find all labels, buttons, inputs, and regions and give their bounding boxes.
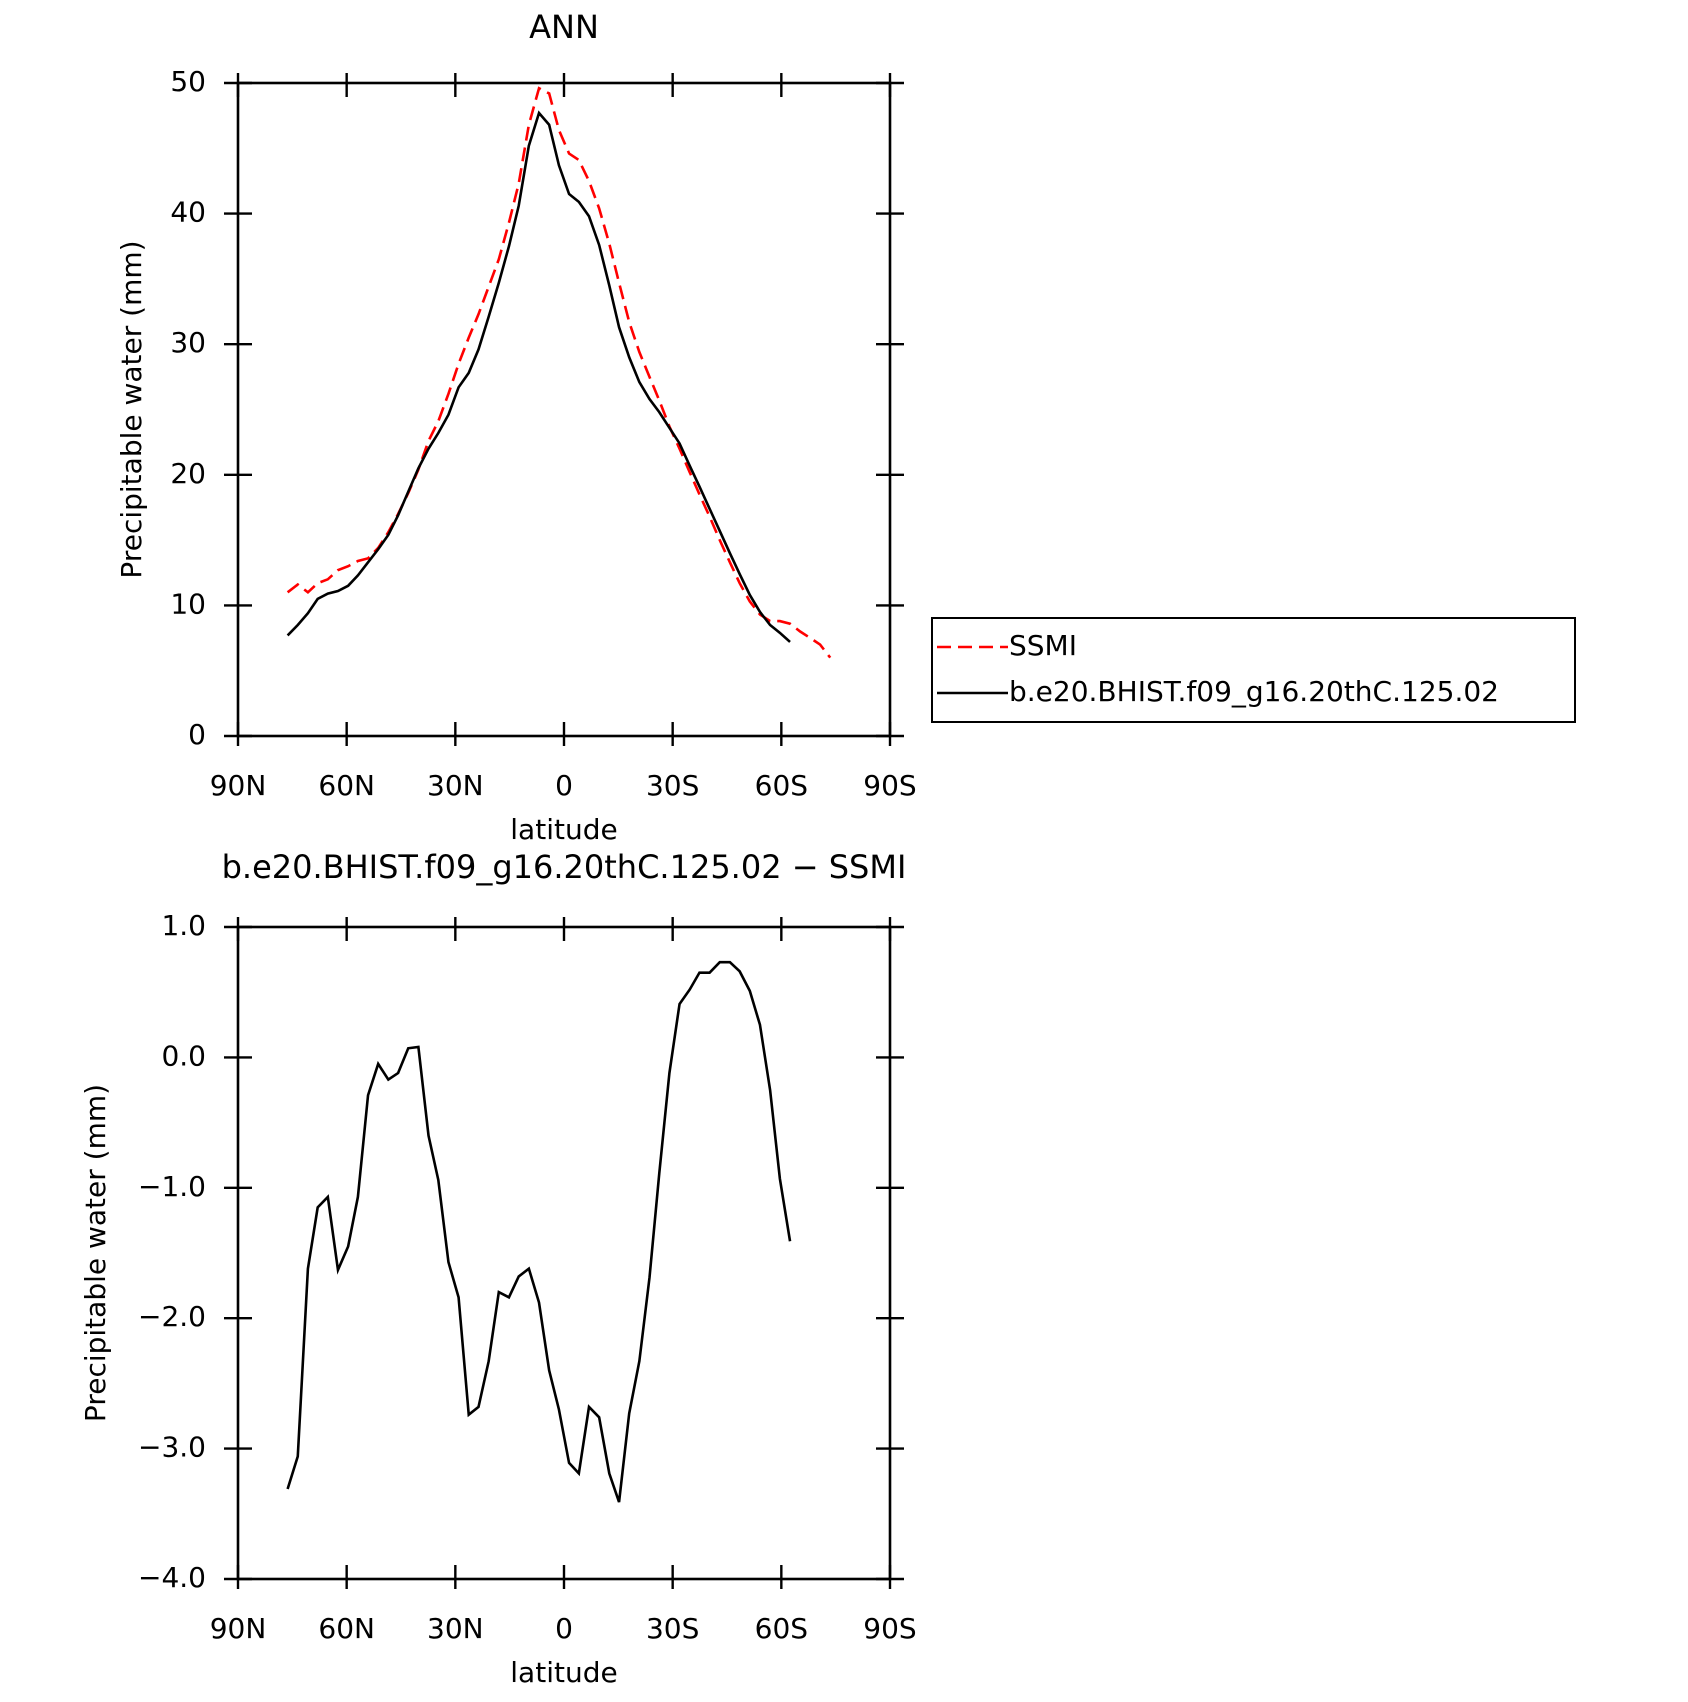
legend-label: b.e20.BHIST.f09_g16.20thC.125.02 [1009, 675, 1499, 708]
x-tick-label: 30N [427, 769, 484, 802]
y-tick-label: 0 [188, 718, 206, 751]
y-tick-label: 1.0 [161, 909, 206, 942]
x-tick-label: 60S [755, 1612, 808, 1645]
data-line [286, 86, 832, 659]
y-tick-label: 0.0 [161, 1039, 206, 1072]
x-tick-label: 90S [863, 769, 916, 802]
y-tick-label: 30 [170, 326, 206, 359]
x-tick-label: 60S [755, 769, 808, 802]
x-tick-label: 90N [210, 769, 267, 802]
x-tick-label: 90N [210, 1612, 267, 1645]
chart-title: ANN [529, 8, 599, 46]
legend-label: SSMI [1009, 629, 1077, 662]
x-tick-label: 0 [555, 769, 573, 802]
y-axis-label: Precipitable water (mm) [79, 1084, 112, 1422]
y-tick-label: 50 [170, 65, 206, 98]
x-axis-label: latitude [510, 813, 617, 846]
y-tick-label: 20 [170, 457, 206, 490]
y-tick-label: −4.0 [138, 1561, 206, 1594]
x-axis-label: latitude [510, 1656, 617, 1689]
x-tick-label: 60N [318, 1612, 375, 1645]
data-line [286, 960, 792, 1503]
x-tick-label: 30S [646, 769, 699, 802]
x-tick-label: 30N [427, 1612, 484, 1645]
y-tick-label: −2.0 [138, 1300, 206, 1333]
y-tick-label: −3.0 [138, 1431, 206, 1464]
y-tick-label: 10 [170, 587, 206, 620]
x-tick-label: 0 [555, 1612, 573, 1645]
chart-title: b.e20.BHIST.f09_g16.20thC.125.02 − SSMI [222, 848, 907, 886]
legend-box [931, 617, 1576, 723]
y-tick-label: −1.0 [138, 1170, 206, 1203]
x-tick-label: 30S [646, 1612, 699, 1645]
x-tick-label: 60N [318, 769, 375, 802]
x-tick-label: 90S [863, 1612, 916, 1645]
y-tick-label: 40 [170, 196, 206, 229]
data-line [286, 110, 791, 643]
y-axis-label: Precipitable water (mm) [115, 240, 148, 578]
